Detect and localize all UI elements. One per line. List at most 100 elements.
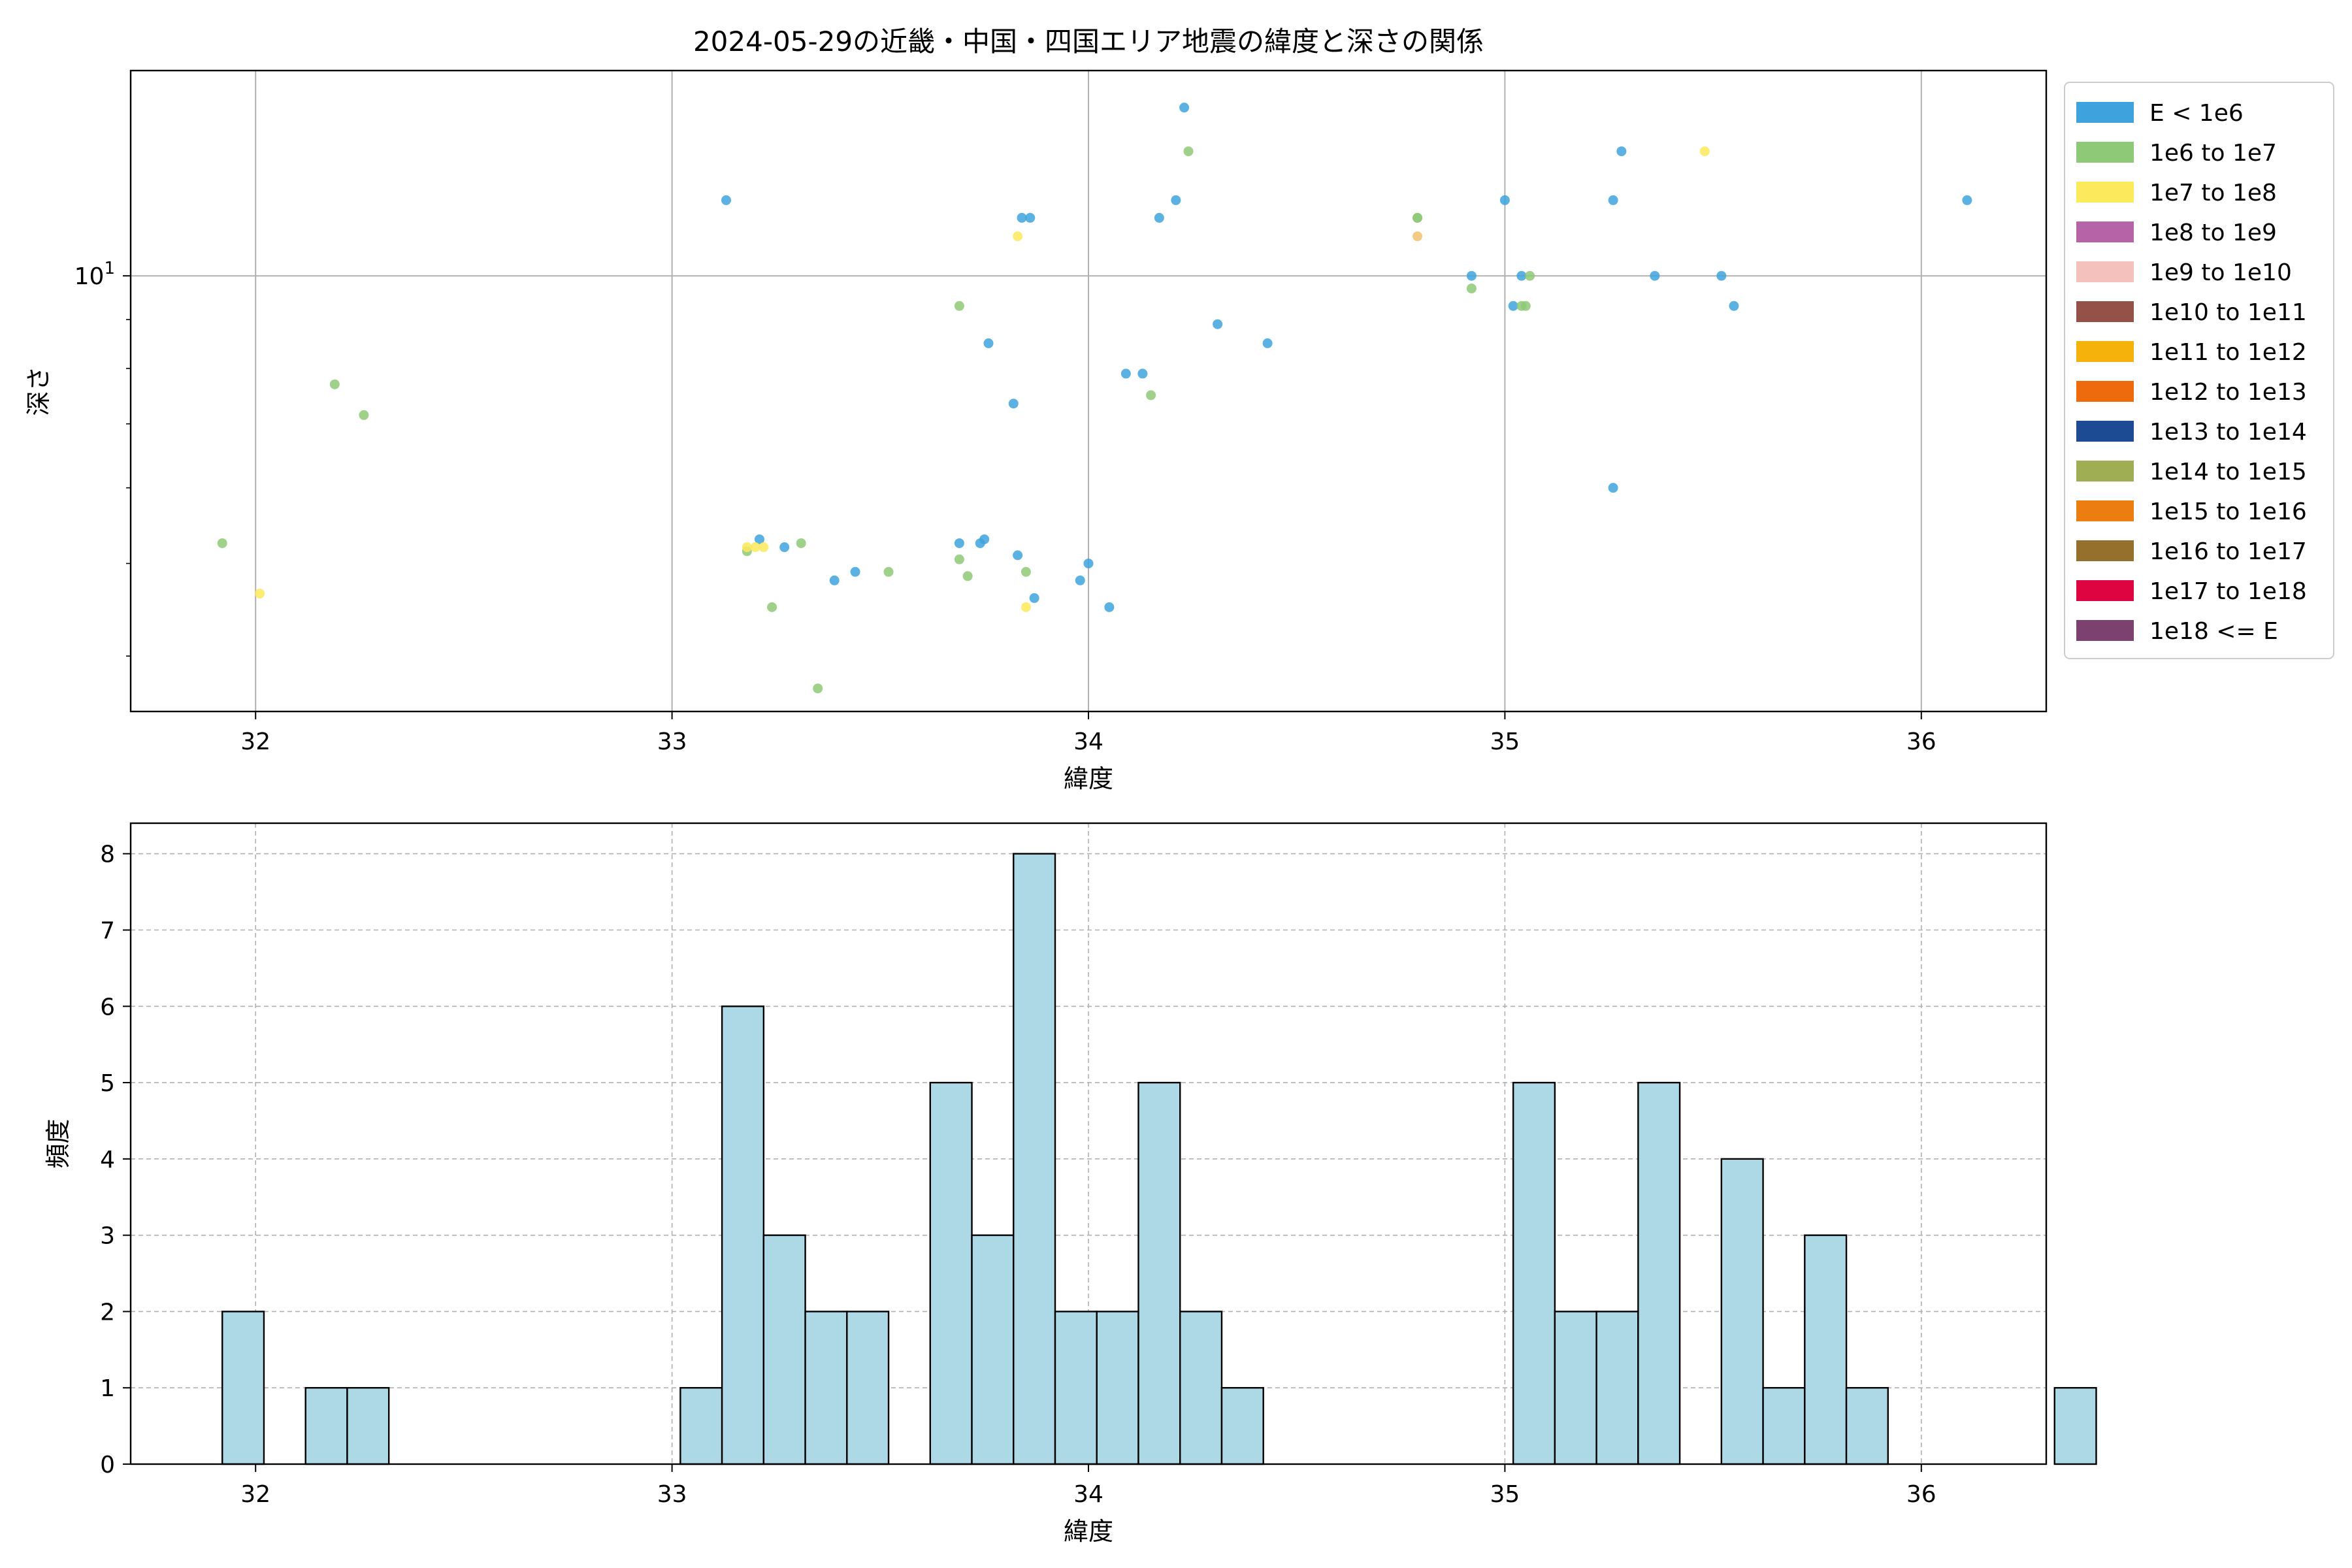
scatter-x-axis-label: 緯度	[1064, 764, 1113, 793]
scatter-x-tick-label: 32	[240, 728, 270, 755]
scatter-point	[1616, 146, 1627, 157]
chart-title: 2024-05-29の近畿・中国・四国エリア地震の緯度と深さの関係	[693, 25, 1484, 57]
scatter-point	[1029, 593, 1039, 603]
scatter-panel: 2024-05-29の近畿・中国・四国エリア地震の緯度と深さの関係 32 33 34…	[24, 25, 2334, 793]
scatter-y-tick-label: 101	[74, 259, 115, 290]
scatter-point	[1516, 270, 1527, 281]
scatter-point	[1075, 575, 1085, 585]
legend-swatch	[2076, 620, 2134, 641]
scatter-point	[1154, 212, 1164, 223]
legend-label: 1e6 to 1e7	[2149, 140, 2277, 167]
scatter-point	[1017, 212, 1027, 223]
scatter-point	[1104, 602, 1115, 612]
scatter-points	[217, 103, 1972, 694]
scatter-point	[883, 566, 894, 577]
legend-label: 1e15 to 1e16	[2149, 498, 2307, 525]
histogram-x-tick-label: 34	[1073, 1481, 1103, 1508]
legend-box	[2064, 82, 2334, 659]
scatter-point	[1183, 146, 1194, 157]
scatter-point	[954, 554, 964, 564]
legend-swatch	[2076, 142, 2134, 163]
histogram-y-tick-label: 5	[100, 1070, 115, 1097]
scatter-point	[1262, 338, 1273, 348]
scatter-point	[829, 575, 840, 585]
legend-label: 1e8 to 1e9	[2149, 220, 2277, 246]
scatter-point	[1466, 284, 1477, 294]
scatter-point	[767, 602, 777, 612]
histogram-bar	[1595, 1311, 1639, 1465]
scatter-point	[759, 542, 769, 553]
legend-swatch	[2076, 461, 2134, 482]
scatter-grid	[131, 71, 2046, 711]
scatter-point	[1083, 558, 1094, 568]
histogram-bar	[1762, 1387, 1806, 1465]
scatter-x-tick-label: 36	[1906, 728, 1936, 755]
legend-swatch	[2076, 221, 2134, 242]
scatter-x-tick-label: 33	[657, 728, 687, 755]
scatter-point	[1146, 390, 1156, 400]
scatter-point	[779, 542, 790, 553]
scatter-point	[1137, 368, 1148, 379]
legend-swatch	[2076, 261, 2134, 282]
scatter-point	[1213, 319, 1223, 329]
histogram-x-tick-label: 33	[657, 1481, 687, 1508]
scatter-x-tick-label: 35	[1490, 728, 1520, 755]
scatter-point	[1025, 212, 1036, 223]
scatter-point	[754, 534, 764, 544]
scatter-point	[1508, 301, 1518, 311]
histogram-y-tick-label: 0	[100, 1452, 115, 1478]
histogram-bar	[1096, 1311, 1139, 1465]
legend-label: 1e7 to 1e8	[2149, 180, 2277, 206]
scatter-point	[1021, 602, 1031, 612]
scatter-point	[1962, 195, 1972, 205]
scatter-point	[255, 589, 265, 599]
legend-swatch	[2076, 341, 2134, 362]
scatter-point	[1699, 146, 1710, 157]
histogram-bar	[1804, 1234, 1848, 1465]
scatter-point	[954, 301, 964, 311]
scatter-point	[329, 379, 340, 389]
scatter-x-tick-label: 34	[1073, 728, 1103, 755]
legend-swatch	[2076, 421, 2134, 442]
histogram-bar	[804, 1311, 848, 1465]
histogram-y-tick-label: 4	[100, 1147, 115, 1173]
histogram-bar	[1179, 1311, 1223, 1465]
scatter-ticks: 32 33 34 35 36 101	[74, 259, 1936, 755]
scatter-point	[979, 534, 990, 544]
scatter-point	[1466, 270, 1477, 281]
legend-label: 1e9 to 1e10	[2149, 259, 2292, 286]
scatter-point	[1525, 270, 1535, 281]
histogram-y-tick-label: 7	[100, 918, 115, 945]
legend-swatch	[2076, 500, 2134, 521]
scatter-point	[1413, 212, 1423, 223]
histogram-y-tick-label: 1	[100, 1375, 115, 1402]
legend-label: 1e13 to 1e14	[2149, 419, 2307, 446]
scatter-point	[983, 338, 994, 348]
histogram-bar	[221, 1311, 265, 1465]
scatter-point	[1413, 231, 1423, 242]
scatter-point	[813, 683, 823, 694]
scatter-point	[954, 538, 964, 548]
scatter-point	[1179, 103, 1190, 113]
legend-label: 1e12 to 1e13	[2149, 379, 2307, 406]
histogram-x-tick-label: 36	[1906, 1481, 1936, 1508]
histogram-y-axis-label: 頻度	[44, 1119, 73, 1168]
histogram-bar	[721, 1005, 765, 1465]
histogram-bar	[679, 1387, 723, 1465]
scatter-point	[1021, 566, 1031, 577]
scatter-point	[1171, 195, 1181, 205]
legend-swatch	[2076, 182, 2134, 203]
histogram-bar	[346, 1387, 390, 1465]
scatter-point	[1650, 270, 1660, 281]
scatter-point	[1608, 483, 1618, 493]
legend-label: 1e16 to 1e17	[2149, 538, 2307, 565]
histogram-bar	[971, 1234, 1015, 1465]
legend-label: 1e18 <= E	[2149, 618, 2278, 645]
scatter-point	[742, 542, 752, 553]
histogram-bar	[846, 1311, 890, 1465]
scatter-y-axis-label: 深さ	[24, 366, 53, 416]
histogram-bar	[762, 1234, 806, 1465]
scatter-point	[217, 538, 227, 548]
histogram-x-axis-label: 緯度	[1064, 1517, 1113, 1546]
histogram-bar	[1637, 1081, 1681, 1465]
